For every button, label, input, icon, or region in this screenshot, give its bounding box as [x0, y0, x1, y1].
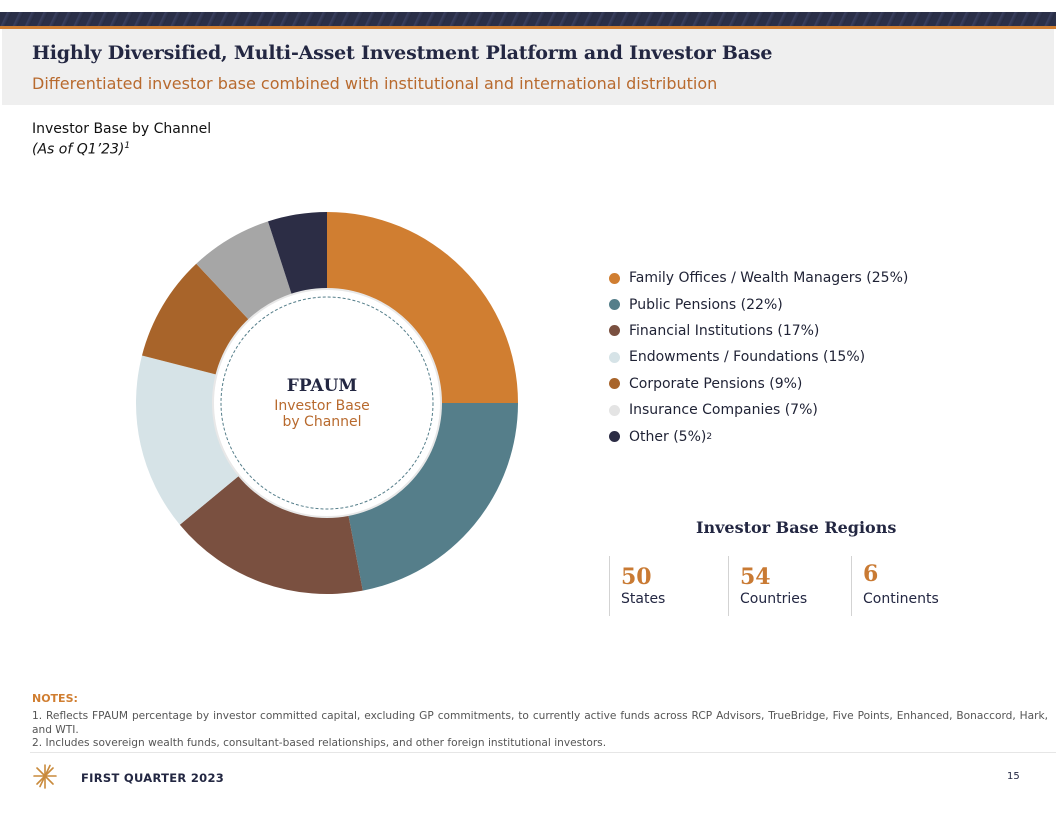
footer-text: FIRST QUARTER 2023	[81, 771, 225, 785]
donut-center-title: FPAUM	[286, 376, 358, 396]
page-subtitle: Differentiated investor base combined wi…	[32, 74, 718, 93]
legend-label: Public Pensions (22%)	[629, 296, 783, 313]
donut-slice	[327, 212, 518, 403]
donut-slice	[196, 221, 292, 320]
legend-dot-icon	[609, 299, 620, 311]
legend-dot-icon	[609, 325, 620, 337]
stat-value: 50	[621, 564, 652, 590]
donut-slice	[179, 475, 363, 595]
top-decorative-band	[0, 12, 1056, 26]
donut-hole	[212, 288, 442, 518]
legend-item: Family Offices / Wealth Managers (25%)	[609, 265, 908, 291]
legend-item: Corporate Pensions (9%)	[609, 371, 908, 397]
legend-dot-icon	[609, 351, 620, 363]
donut-slice	[142, 263, 249, 375]
footer-divider	[30, 752, 1056, 753]
donut-center-subtitle-line2: by Channel	[282, 414, 362, 430]
legend-dot-icon	[609, 272, 620, 284]
legend-label: Endowments / Foundations (15%)	[629, 349, 866, 366]
legend-dot-icon	[609, 431, 620, 443]
legend-dot-icon	[609, 404, 620, 416]
donut-dashed-ring	[220, 296, 434, 510]
stat-continents: 6 Continents	[851, 556, 981, 616]
section-as-of: (As of Q1’23)1	[32, 138, 211, 159]
donut-slice	[136, 355, 240, 525]
stat-label: States	[621, 591, 666, 607]
legend-item: Endowments / Foundations (15%)	[609, 344, 908, 370]
legend-item: Insurance Companies (7%)	[609, 397, 908, 423]
header-panel	[2, 29, 1054, 105]
stat-states: 50 States	[609, 556, 727, 616]
legend-dot-icon	[609, 378, 620, 390]
as-of-text: (As of Q1’23)	[32, 141, 125, 158]
footnote-ref-1: 1	[124, 141, 131, 151]
note-2: 2. Includes sovereign wealth funds, cons…	[32, 737, 607, 749]
page-number: 15	[1007, 771, 1020, 782]
section-label: Investor Base by Channel (As of Q1’23)1	[32, 121, 211, 159]
legend-item: Other (5%) 2	[609, 423, 908, 449]
chart-legend: Family Offices / Wealth Managers (25%) Pu…	[609, 265, 908, 450]
legend-item: Public Pensions (22%)	[609, 291, 908, 317]
top-accent-rule	[0, 26, 1056, 29]
donut-slice	[348, 403, 518, 591]
donut-center-subtitle-line1: Investor Base	[274, 398, 370, 414]
legend-label: Financial Institutions (17%)	[629, 322, 820, 339]
stat-label: Continents	[863, 591, 939, 607]
legend-label: Other (5%)	[629, 428, 707, 445]
stat-value: 6	[863, 561, 879, 587]
notes-heading: NOTES:	[32, 692, 78, 705]
legend-item: Financial Institutions (17%)	[609, 318, 908, 344]
note-1: 1. Reflects FPAUM percentage by investor…	[32, 710, 1048, 736]
legend-label: Insurance Companies (7%)	[629, 402, 818, 419]
donut-center-subtitle: Investor Base by Channel	[222, 398, 422, 430]
stat-value: 54	[740, 564, 771, 590]
donut-slice	[267, 212, 327, 295]
stat-label: Countries	[740, 591, 808, 607]
legend-label: Corporate Pensions (9%)	[629, 375, 803, 392]
section-label-title: Investor Base by Channel	[32, 121, 212, 137]
legend-label: Family Offices / Wealth Managers (25%)	[629, 270, 909, 287]
stat-countries: 54 Countries	[728, 556, 851, 616]
company-logo-icon	[33, 764, 57, 789]
regions-title: Investor Base Regions	[696, 518, 897, 537]
page-title: Highly Diversified, Multi-Asset Investme…	[32, 42, 773, 64]
footnote-ref-2: 2	[706, 431, 713, 442]
